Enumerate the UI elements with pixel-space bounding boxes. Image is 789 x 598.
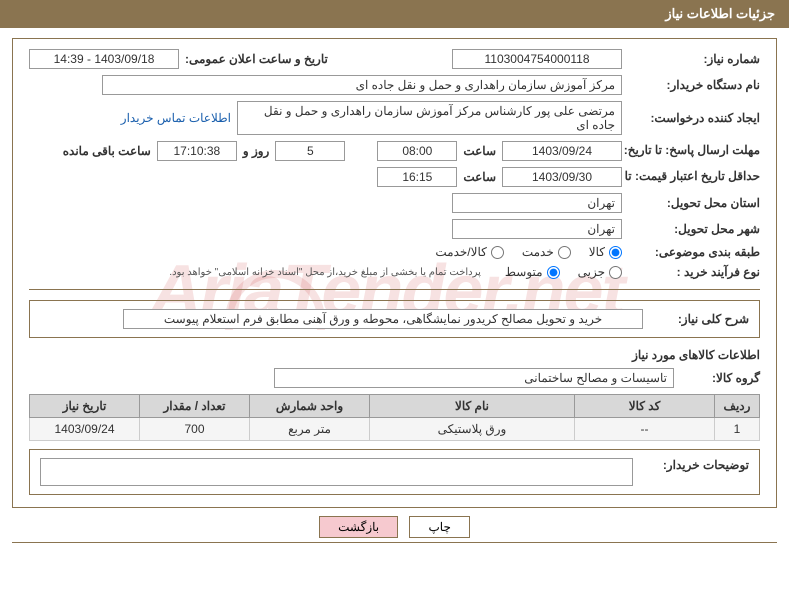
panel-title: جزئیات اطلاعات نیاز: [665, 6, 775, 21]
main-frame: شماره نیاز: 1103004754000118 تاریخ و ساع…: [12, 38, 777, 508]
price-date-value: 1403/09/30: [502, 167, 622, 187]
table-header: نام کالا: [370, 395, 575, 418]
requester-label: ایجاد کننده درخواست:: [628, 111, 760, 125]
deliver-state-label: استان محل تحویل:: [628, 196, 760, 210]
overall-text: خرید و تحویل مصالح کریدور نمایشگاهی، محو…: [123, 309, 643, 329]
price-time-value: 16:15: [377, 167, 457, 187]
class-radio[interactable]: [609, 246, 622, 259]
print-button[interactable]: چاپ: [409, 516, 469, 538]
countdown-value: 17:10:38: [157, 141, 237, 161]
separator: [29, 289, 760, 290]
table-header: تاریخ نیاز: [30, 395, 140, 418]
class-radio-label: کالا/خدمت: [435, 245, 486, 259]
table-cell: --: [575, 418, 715, 441]
price-validity-label: حداقل تاریخ اعتبار قیمت: تا تاریخ:: [628, 169, 760, 185]
class-option[interactable]: خدمت: [522, 245, 571, 259]
buyer-contact-link[interactable]: اطلاعات تماس خریدار: [121, 111, 231, 125]
panel-header: جزئیات اطلاعات نیاز: [0, 0, 789, 28]
goods-info-label: اطلاعات کالاهای مورد نیاز: [632, 348, 760, 362]
table-cell: 1: [715, 418, 760, 441]
reply-deadline-label: مهلت ارسال پاسخ: تا تاریخ:: [628, 143, 760, 159]
class-label: طبقه بندی موضوعی:: [628, 245, 760, 259]
time-label-1: ساعت: [463, 144, 496, 158]
class-radio[interactable]: [491, 246, 504, 259]
class-option[interactable]: کالا/خدمت: [435, 245, 503, 259]
buyer-org-value: مرکز آموزش سازمان راهداری و حمل و نقل جا…: [102, 75, 622, 95]
process-option[interactable]: متوسط: [505, 265, 560, 279]
deliver-city-label: شهر محل تحویل:: [628, 222, 760, 236]
remain-label: ساعت باقی مانده: [63, 144, 151, 158]
announce-label: تاریخ و ساعت اعلان عمومی:: [185, 52, 328, 66]
process-radio-label: جزیی: [578, 265, 605, 279]
table-header: کد کالا: [575, 395, 715, 418]
buyer-notes-label: توضیحات خریدار:: [639, 458, 749, 472]
overall-label: شرح کلی نیاز:: [649, 312, 749, 326]
requester-value: مرتضی علی پور کارشناس مرکز آموزش سازمان …: [237, 101, 622, 135]
reply-time-value: 08:00: [377, 141, 457, 161]
class-option[interactable]: کالا: [589, 245, 622, 259]
back-button[interactable]: بازگشت: [319, 516, 398, 538]
need-no-value: 1103004754000118: [452, 49, 622, 69]
process-radio-group: جزیی متوسط: [505, 265, 622, 279]
table-cell: ورق پلاستیکی: [370, 418, 575, 441]
deliver-city-value: تهران: [452, 219, 622, 239]
announce-value: 1403/09/18 - 14:39: [29, 49, 179, 69]
table-header: تعداد / مقدار: [140, 395, 250, 418]
reply-date-value: 1403/09/24: [502, 141, 622, 161]
buyer-notes-frame: توضیحات خریدار:: [29, 449, 760, 495]
class-radio-label: خدمت: [522, 245, 554, 259]
buyer-org-label: نام دستگاه خریدار:: [628, 78, 760, 92]
button-row: چاپ بازگشت: [0, 516, 789, 538]
bottom-border: [12, 542, 777, 543]
buyer-notes-box: [40, 458, 633, 486]
process-option[interactable]: جزیی: [578, 265, 622, 279]
table-row: 1--ورق پلاستیکیمتر مربع7001403/09/24: [30, 418, 760, 441]
overall-frame: شرح کلی نیاز: خرید و تحویل مصالح کریدور …: [29, 300, 760, 338]
process-radio-label: متوسط: [505, 265, 543, 279]
process-label: نوع فرآیند خرید :: [628, 265, 760, 279]
group-label: گروه کالا:: [680, 371, 760, 385]
class-radio[interactable]: [558, 246, 571, 259]
class-radio-label: کالا: [589, 245, 605, 259]
table-cell: 700: [140, 418, 250, 441]
time-label-2: ساعت: [463, 170, 496, 184]
goods-table: ردیفکد کالانام کالاواحد شمارشتعداد / مقد…: [29, 394, 760, 441]
table-cell: متر مربع: [250, 418, 370, 441]
deliver-state-value: تهران: [452, 193, 622, 213]
table-header: واحد شمارش: [250, 395, 370, 418]
process-radio[interactable]: [547, 266, 560, 279]
group-value: تاسیسات و مصالح ساختمانی: [274, 368, 674, 388]
table-header: ردیف: [715, 395, 760, 418]
days-and-label: روز و: [243, 144, 270, 158]
class-radio-group: کالا خدمت کالا/خدمت: [435, 245, 622, 259]
table-cell: 1403/09/24: [30, 418, 140, 441]
process-note: پرداخت تمام یا بخشی از مبلغ خرید،از محل …: [169, 267, 481, 278]
days-remaining-value: 5: [275, 141, 345, 161]
process-radio[interactable]: [609, 266, 622, 279]
need-no-label: شماره نیاز:: [628, 52, 760, 66]
